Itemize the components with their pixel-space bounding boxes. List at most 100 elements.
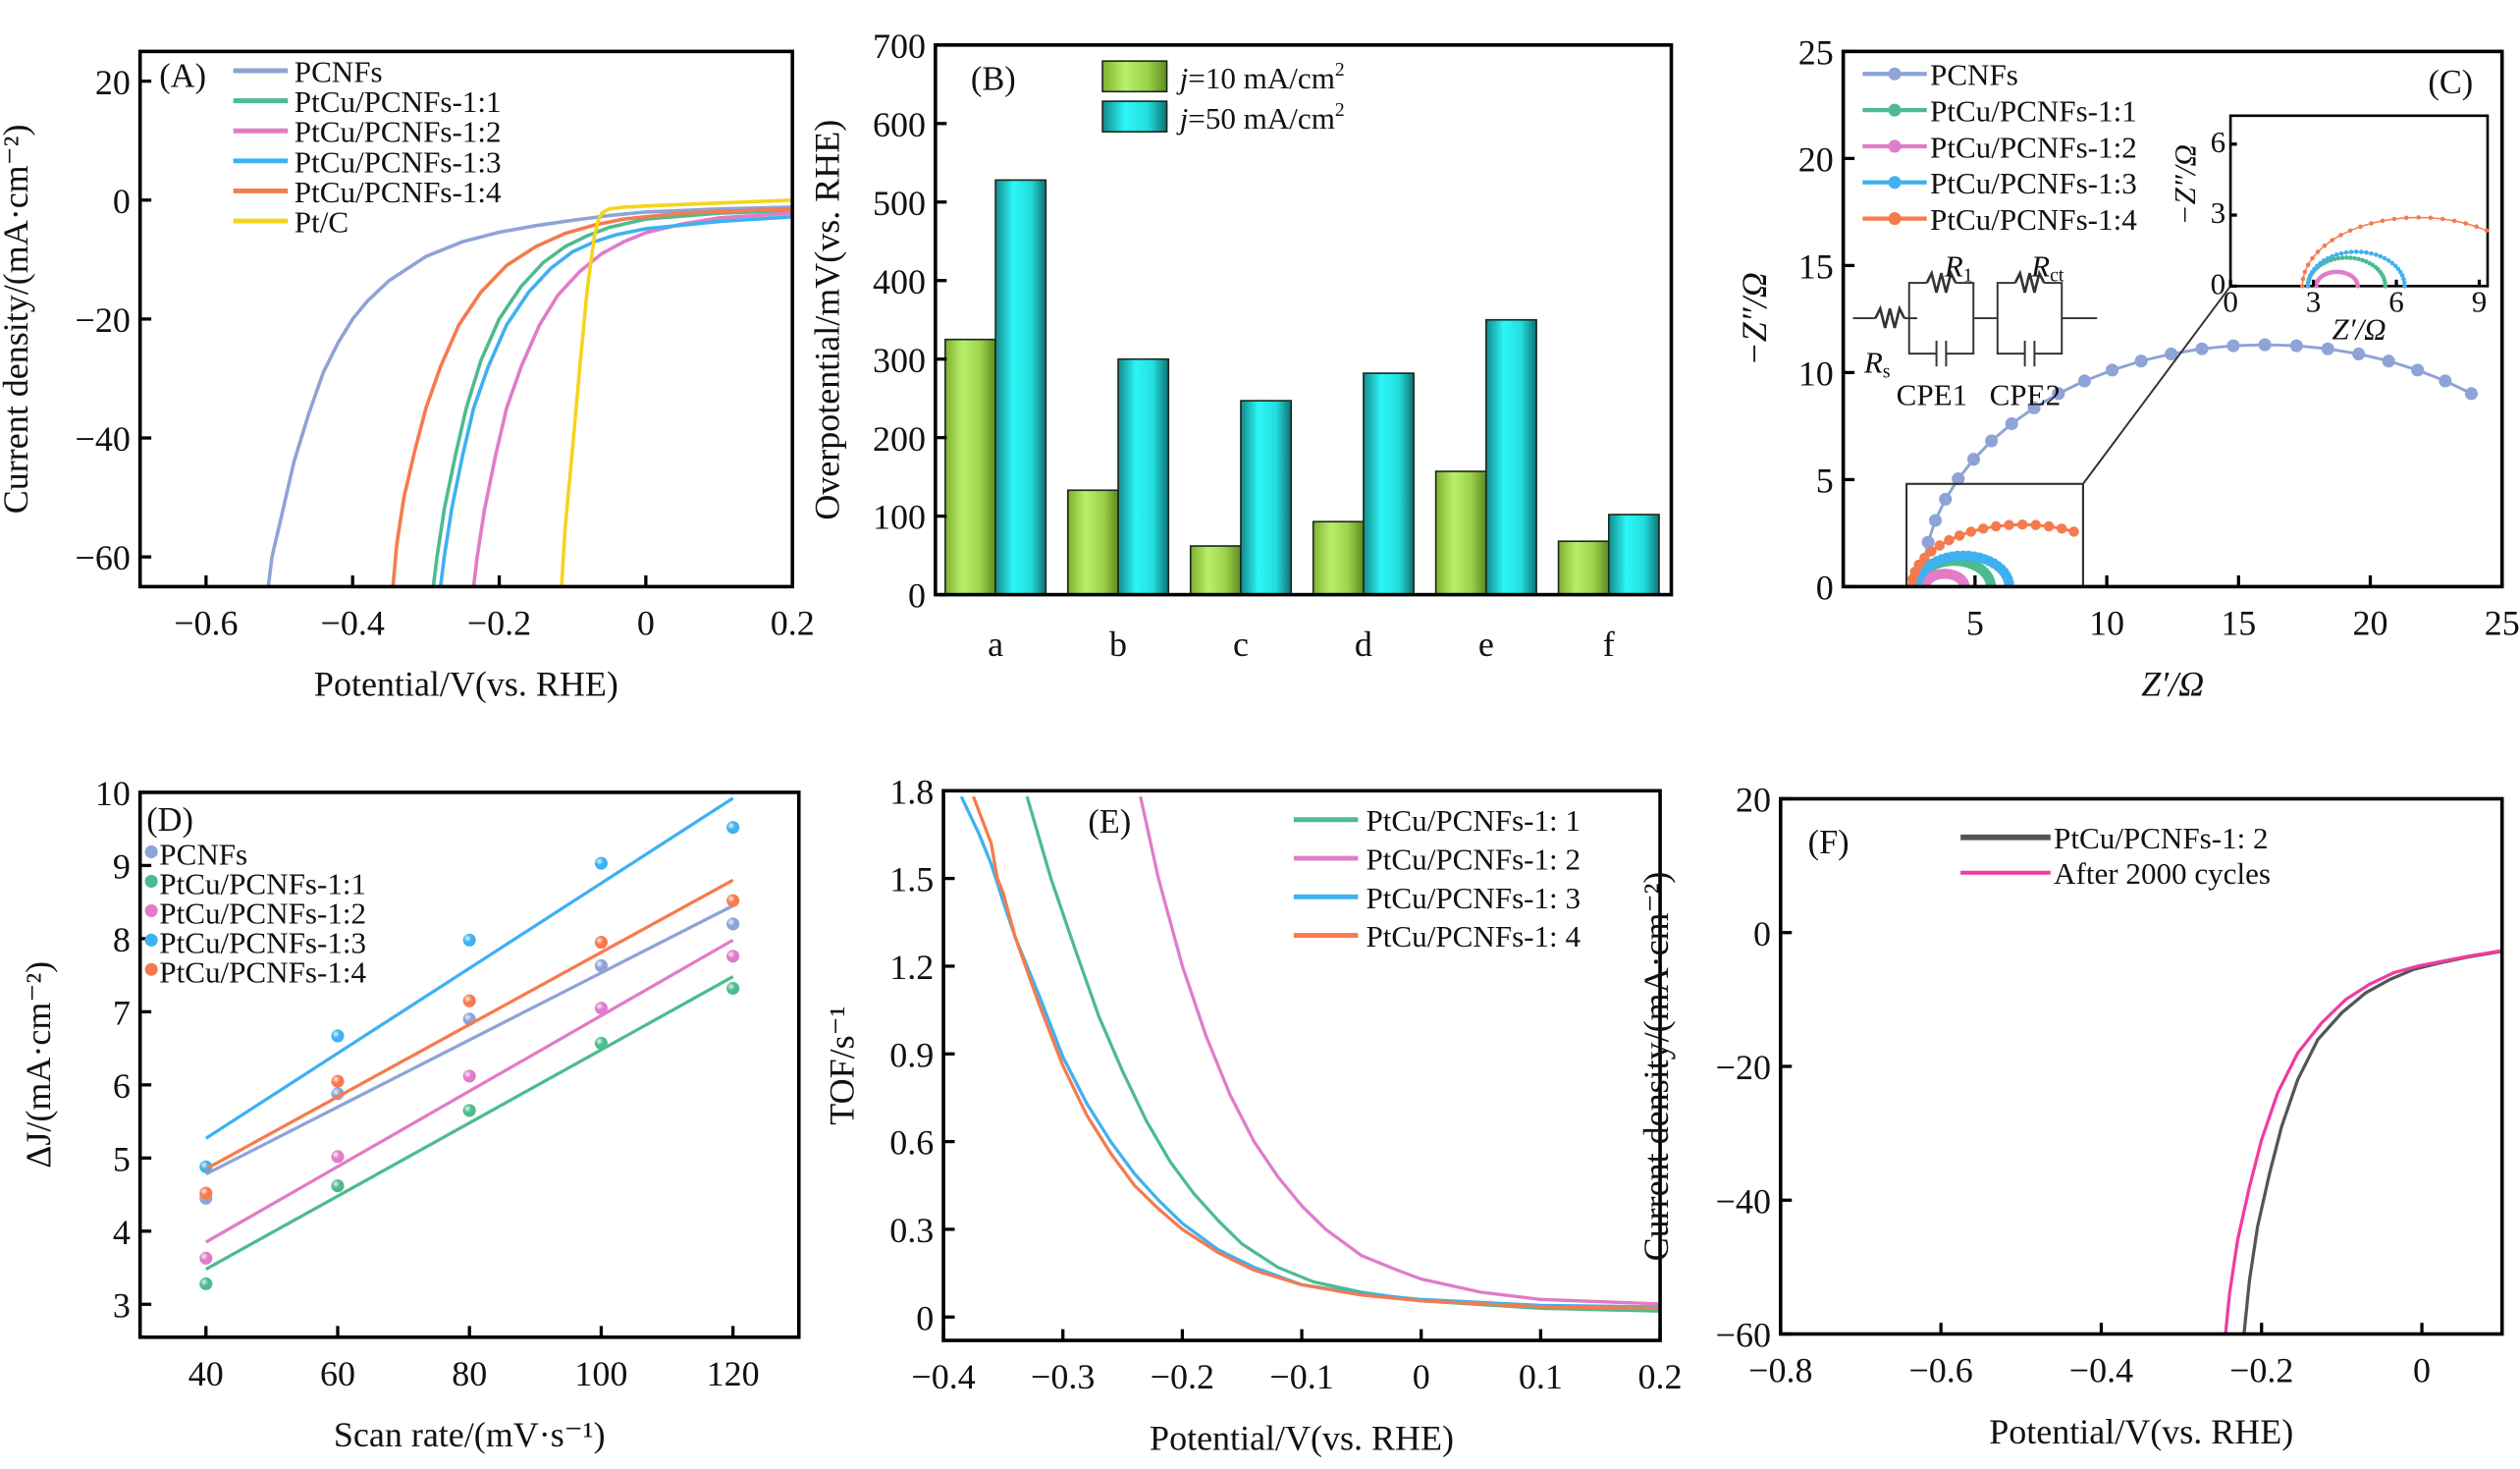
y-tick-label: 25 bbox=[1798, 32, 1834, 72]
data-point-pcnfs bbox=[2352, 347, 2366, 361]
legend-label-pcnfs: PCNFs bbox=[1930, 58, 2018, 92]
x-tick-label: 0.1 bbox=[1519, 1357, 1563, 1396]
x-tick-label: 15 bbox=[2221, 604, 2256, 643]
bar-c-j50 bbox=[1240, 400, 1293, 596]
x-tick-label: 60 bbox=[320, 1354, 355, 1393]
legend-marker-ptcu-pcnfs-1-3 bbox=[1888, 176, 1902, 190]
y-axis-title: −Z″/Ω bbox=[1735, 272, 1774, 365]
data-point-highlight bbox=[331, 1179, 345, 1193]
y-tick-label: 6 bbox=[113, 1066, 131, 1106]
y-tick-label: −20 bbox=[1716, 1048, 1771, 1087]
legend-label-ptcu-pcnfs-1-2: PtCu/PCNFs-1: 2 bbox=[2054, 821, 2269, 855]
y-tick-label: 0 bbox=[916, 1298, 934, 1337]
legend-label-after-2000-cycles: After 2000 cycles bbox=[2054, 856, 2271, 891]
data-point-pcnfs bbox=[2382, 354, 2395, 368]
data-point-ptcu-pcnfs-1-4 bbox=[2056, 523, 2067, 534]
data-point-ptcu-pcnfs-1-4 bbox=[1954, 530, 1965, 541]
resistor-rs-icon bbox=[1874, 304, 1906, 329]
panel-d-double-layer-capacitance: 40 60 80 100 120 3 4 5 6 7 8 9 10 Scan rate/(mV·s⁻¹) Δ… bbox=[19, 774, 801, 1454]
series-line-pt-c bbox=[560, 197, 793, 587]
legend-italic-j: j bbox=[1176, 101, 1189, 136]
bar-e-j10 bbox=[1434, 470, 1487, 596]
plot-area bbox=[959, 795, 1661, 1313]
circuit-label-rs-subscript: s bbox=[1883, 361, 1891, 383]
x-category-label: e bbox=[1478, 625, 1494, 664]
y-tick-label: −60 bbox=[1716, 1316, 1771, 1355]
data-point-pcnfs bbox=[2134, 354, 2148, 368]
data-point-ptcu-pcnfs-1-4 bbox=[2016, 518, 2028, 530]
y-tick-label: −60 bbox=[76, 538, 131, 577]
bar-c-j10 bbox=[1189, 545, 1242, 596]
y-axis-title: Current density/(mA·cm⁻²) bbox=[0, 125, 35, 515]
y-tick-label: 0 bbox=[113, 182, 131, 221]
inset-y-tick-label: 0 bbox=[2211, 267, 2226, 301]
data-point-ptcu-pcnfs-1-4 bbox=[1977, 523, 1989, 534]
series-line-ptcu-pcnfs-1-2 bbox=[471, 211, 793, 587]
inset-line-ptcu-pcnfs-1-2 bbox=[2315, 271, 2359, 287]
legend-label-pcnfs: PCNFs bbox=[159, 838, 247, 872]
x-axis-title: Potential/V(vs. RHE) bbox=[1150, 1418, 1454, 1457]
x-axis-title: Scan rate/(mV·s⁻¹) bbox=[334, 1415, 606, 1454]
inset-point-ptcu-pcnfs-1-1 bbox=[2383, 284, 2388, 289]
data-point-highlight bbox=[594, 1002, 608, 1015]
legend-text-rest: =50 mA/cm bbox=[1188, 101, 1335, 136]
legend-marker-ptcu-pcnfs-1-1 bbox=[1888, 103, 1902, 117]
legend-superscript: 2 bbox=[1335, 59, 1345, 81]
data-point-pcnfs bbox=[2226, 339, 2240, 353]
legend-label-j10: j=10 mA/cm2 bbox=[1176, 59, 1345, 95]
inset-line-ptcu-pcnfs-1-3 bbox=[2307, 250, 2406, 287]
y-tick-label: 1.8 bbox=[889, 772, 934, 811]
equivalent-circuit-diagram bbox=[1852, 269, 2098, 367]
data-point-highlight bbox=[462, 933, 476, 947]
legend-label-ptcu-pcnfs-1-1: PtCu/PCNFs-1:1 bbox=[295, 84, 502, 119]
inset-point-ptcu-pcnfs-1-3 bbox=[2305, 284, 2311, 289]
data-point-pcnfs bbox=[1966, 453, 1980, 466]
data-point-pcnfs bbox=[1985, 434, 1999, 448]
data-point-highlight bbox=[594, 1036, 608, 1050]
series-line-ptcu-pcnfs-1-4 bbox=[391, 206, 793, 587]
x-tick-label: 40 bbox=[188, 1354, 224, 1393]
x-axis-title: Potential/V(vs. RHE) bbox=[1989, 1412, 2293, 1451]
legend-label-j50: j=50 mA/cm2 bbox=[1176, 99, 1345, 136]
legend-marker-ptcu-pcnfs-1-2 bbox=[144, 903, 158, 917]
panel-f-stability-lsv: −0.8 −0.6 −0.4 −0.2 0 20 0 −20 −40 −60 Potential/V… bbox=[1636, 781, 2504, 1451]
x-tick-label: −0.2 bbox=[1151, 1357, 1214, 1396]
y-tick-label: 400 bbox=[873, 262, 926, 301]
x-category-label: f bbox=[1603, 625, 1615, 664]
legend-label-ptcu-pcnfs-1-4: PtCu/PCNFs-1:4 bbox=[1930, 202, 2137, 237]
x-tick-label: 20 bbox=[2353, 604, 2388, 643]
y-tick-label: 0 bbox=[1753, 914, 1771, 953]
inset-plot-area bbox=[2300, 215, 2490, 289]
data-point-highlight bbox=[726, 950, 740, 963]
circuit-label-rct-main: R bbox=[2030, 249, 2050, 284]
data-point-pcnfs bbox=[2289, 339, 2303, 353]
panel-e-tof-curves: −0.4 −0.3 −0.2 −0.1 0 0.1 0.2 0 0.3 0.6 0.9 1.2 1.5 1… bbox=[822, 772, 1682, 1457]
x-tick-label: −0.2 bbox=[2229, 1351, 2293, 1390]
legend-label-ptcu-pcnfs-1-2: PtCu/PCNFs-1:2 bbox=[295, 115, 502, 149]
data-point-pcnfs bbox=[2027, 401, 2041, 414]
x-tick-label: −0.6 bbox=[174, 604, 238, 643]
legend-marker-ptcu-pcnfs-1-4 bbox=[1888, 212, 1902, 226]
circuit-label-r1: R1 bbox=[1944, 249, 1973, 287]
y-tick-label: 1.2 bbox=[889, 948, 934, 987]
bar-b-j10 bbox=[1066, 489, 1119, 596]
data-point-ptcu-pcnfs-1-4 bbox=[1944, 534, 1955, 546]
data-point-pcnfs bbox=[1921, 535, 1935, 549]
y-tick-label: 8 bbox=[113, 920, 131, 959]
x-category-label: b bbox=[1109, 625, 1127, 664]
data-point-highlight bbox=[726, 981, 740, 996]
legend-label-ptcu-pcnfs-1-3: PtCu/PCNFs-1:3 bbox=[295, 144, 502, 179]
series-line-pcnfs bbox=[266, 205, 793, 587]
legend-marker-pcnfs bbox=[144, 844, 158, 859]
y-tick-label: 0.3 bbox=[889, 1211, 934, 1250]
data-point-ptcu-pcnfs-1-4 bbox=[1965, 526, 1977, 537]
zoom-connector-line bbox=[2082, 285, 2231, 485]
data-point-ptcu-pcnfs-1-4 bbox=[2030, 519, 2042, 530]
circuit-label-r1-main: R bbox=[1944, 249, 1963, 284]
data-point-highlight bbox=[594, 958, 608, 972]
panel-label-c: (C) bbox=[2428, 64, 2473, 101]
x-tick-label: 0 bbox=[2413, 1351, 2431, 1390]
panel-a-lsv-curves: −0.6 −0.4 −0.2 0 0.2 20 0 −20 −40 −60 Potential/V(… bbox=[0, 49, 815, 704]
plot-frame-B bbox=[934, 43, 1674, 597]
series-line-after-2000-cycles bbox=[2224, 949, 2502, 1334]
